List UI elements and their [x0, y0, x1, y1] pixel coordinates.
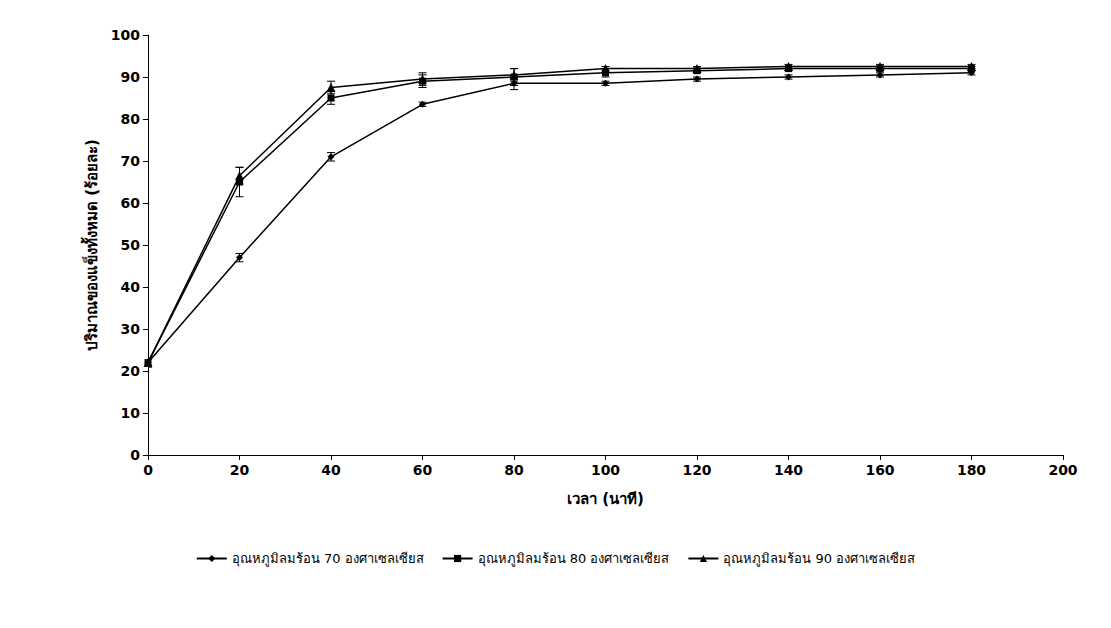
svg-text:60: 60 — [413, 462, 433, 478]
svg-text:20: 20 — [121, 363, 141, 379]
svg-text:200: 200 — [1048, 462, 1077, 478]
svg-text:160: 160 — [865, 462, 894, 478]
svg-text:180: 180 — [957, 462, 986, 478]
svg-text:100: 100 — [111, 27, 140, 43]
svg-text:10: 10 — [121, 405, 141, 421]
svg-text:70: 70 — [121, 153, 141, 169]
svg-text:60: 60 — [121, 195, 141, 211]
svg-text:0: 0 — [130, 447, 140, 463]
svg-text:0: 0 — [143, 462, 153, 478]
svg-text:อุณหภูมิลมร้อน 90 องศาเซลเซียส: อุณหภูมิลมร้อน 90 องศาเซลเซียส — [723, 551, 915, 567]
svg-text:30: 30 — [121, 321, 141, 337]
svg-text:เวลา (นาที): เวลา (นาที) — [567, 490, 644, 508]
svg-text:100: 100 — [591, 462, 620, 478]
svg-text:ปริมาณของแข็งทั้งหมด (ร้อยละ): ปริมาณของแข็งทั้งหมด (ร้อยละ) — [80, 139, 101, 351]
svg-text:120: 120 — [682, 462, 711, 478]
svg-text:80: 80 — [121, 111, 141, 127]
svg-text:40: 40 — [121, 279, 141, 295]
svg-text:อุณหภูมิลมร้อน 70 องศาเซลเซียส: อุณหภูมิลมร้อน 70 องศาเซลเซียส — [232, 551, 424, 567]
svg-text:90: 90 — [121, 69, 141, 85]
svg-text:20: 20 — [230, 462, 250, 478]
svg-text:80: 80 — [504, 462, 524, 478]
svg-text:40: 40 — [321, 462, 341, 478]
svg-text:50: 50 — [121, 237, 141, 253]
svg-text:อุณหภูมิลมร้อน 80 องศาเซลเซียส: อุณหภูมิลมร้อน 80 องศาเซลเซียส — [478, 551, 670, 567]
svg-text:140: 140 — [774, 462, 803, 478]
